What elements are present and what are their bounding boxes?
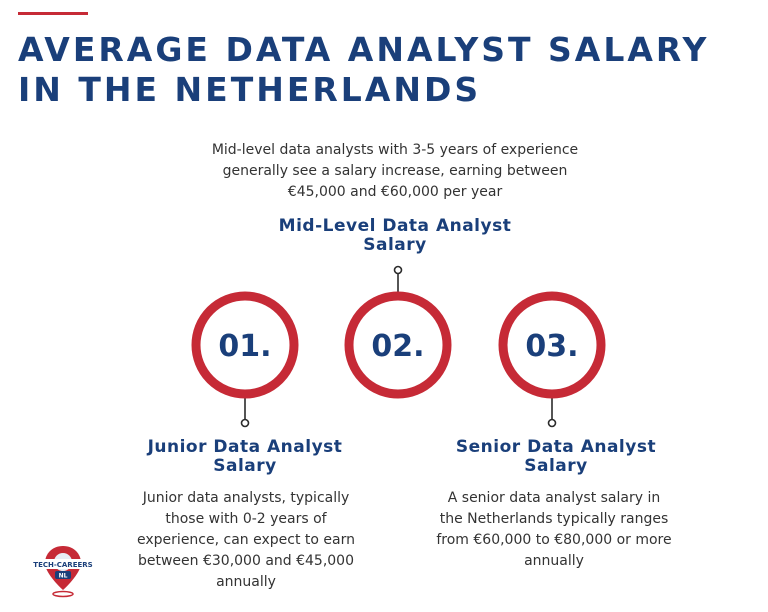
connector-junior: [240, 398, 250, 428]
junior-heading: Junior Data Analyst Salary: [147, 437, 343, 476]
connector-mid: [393, 265, 403, 292]
mid-level-heading: Mid-Level Data Analyst Salary: [278, 216, 512, 255]
page-title: AVERAGE DATA ANALYST SALARY IN THE NETHE…: [18, 30, 710, 109]
title-accent-line: [18, 12, 88, 15]
senior-description: A senior data analyst salary in the Neth…: [436, 490, 672, 569]
circle-03: 03.: [498, 291, 606, 399]
logo-text: TECH-CAREERS: [33, 561, 92, 569]
mid-level-description: Mid-level data analysts with 3-5 years o…: [211, 142, 579, 200]
connector-senior: [547, 398, 557, 428]
logo-badge: NL: [59, 573, 68, 580]
tech-careers-logo: TECH-CAREERS NL: [29, 546, 97, 598]
senior-heading: Senior Data Analyst Salary: [455, 437, 657, 476]
circle-01: 01.: [191, 291, 299, 399]
circle-02: 02.: [344, 291, 452, 399]
junior-description: Junior data analysts, typically those wi…: [137, 490, 355, 590]
circle-03-number: 03.: [525, 329, 578, 364]
circle-02-number: 02.: [371, 329, 424, 364]
circle-01-number: 01.: [218, 329, 271, 364]
